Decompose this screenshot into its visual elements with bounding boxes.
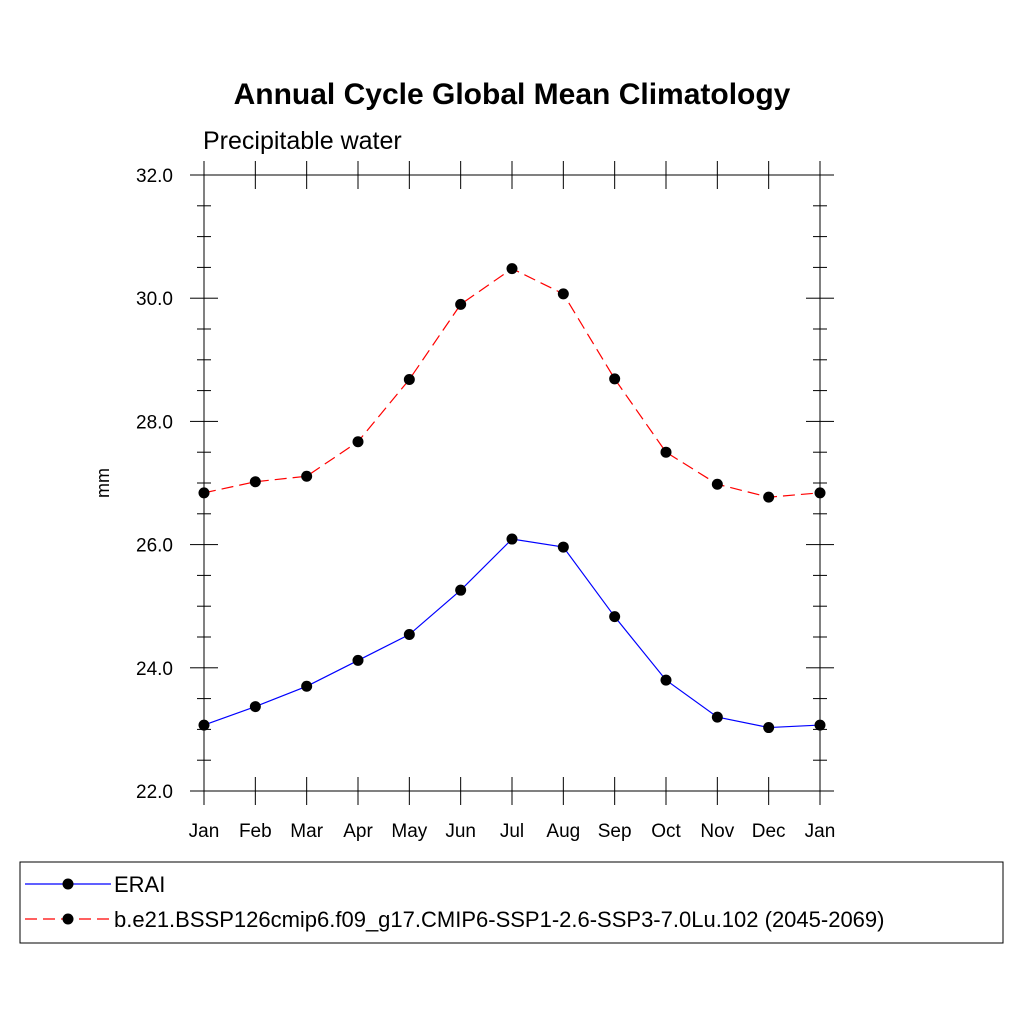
series-point-1	[814, 487, 826, 499]
series-point-1	[609, 373, 621, 385]
y-tick-label: 22.0	[136, 782, 173, 803]
x-tick-label: May	[391, 821, 427, 842]
x-tick-label: Jun	[445, 821, 476, 842]
series-point-1	[352, 436, 364, 448]
series-point-0	[609, 611, 621, 623]
legend-label-1: b.e21.BSSP126cmip6.f09_g17.CMIP6-SSP1-2.…	[114, 907, 884, 932]
legend-marker-0	[62, 878, 74, 890]
series-point-0	[711, 711, 723, 723]
x-tick-label: Dec	[752, 821, 786, 842]
x-tick-label: Jan	[189, 821, 220, 842]
axis-ticks: Jan Feb Mar Apr May Jun Jul Aug Sep Oct Nov Dec Jan 2…	[136, 161, 835, 842]
series-point-1	[763, 491, 775, 503]
series-point-1	[198, 487, 210, 499]
series-point-1	[403, 374, 415, 386]
x-tick-label: Apr	[343, 821, 373, 842]
series-point-0	[403, 629, 415, 641]
legend-box	[19, 861, 1004, 944]
x-tick-label: Jan	[805, 821, 836, 842]
series-point-0	[814, 719, 826, 731]
y-tick-label: 26.0	[136, 536, 173, 557]
series-point-0	[763, 722, 775, 734]
series-point-1	[711, 478, 723, 490]
series-layer	[198, 263, 826, 734]
x-tick-label: Mar	[290, 821, 323, 842]
series-point-0	[198, 719, 210, 731]
series-line-0	[203, 538, 821, 729]
chart-title: Annual Cycle Global Mean Climatology	[234, 78, 791, 111]
legend-marker-1	[62, 913, 74, 925]
series-point-0	[557, 541, 569, 553]
series-point-0	[455, 584, 467, 596]
series-point-0	[660, 674, 672, 686]
x-tick-label: Feb	[239, 821, 272, 842]
series-point-1	[249, 476, 261, 488]
series-point-0	[301, 680, 313, 692]
series-point-1	[506, 263, 518, 275]
series-point-1	[557, 288, 569, 300]
y-tick-label: 32.0	[136, 166, 173, 187]
series-point-0	[249, 701, 261, 713]
x-tick-label: Aug	[546, 821, 580, 842]
x-tick-label: Sep	[598, 821, 632, 842]
legend: ERAI b.e21.BSSP126cmip6.f09_g17.CMIP6-SSP…	[19, 861, 1004, 944]
chart-subtitle: Precipitable water	[203, 127, 402, 155]
series-point-1	[660, 446, 672, 458]
x-tick-label: Nov	[700, 821, 734, 842]
series-line-1	[203, 267, 821, 498]
x-tick-label: Oct	[651, 821, 681, 842]
legend-label-0: ERAI	[114, 872, 165, 897]
series-point-0	[352, 654, 364, 666]
y-tick-label: 30.0	[136, 289, 173, 310]
y-tick-label: 28.0	[136, 412, 173, 433]
x-tick-label: Jul	[500, 821, 524, 842]
series-point-0	[506, 533, 518, 545]
y-axis-label: mm	[93, 468, 113, 498]
series-point-1	[301, 470, 313, 482]
series-point-1	[455, 298, 467, 310]
y-tick-label: 24.0	[136, 659, 173, 680]
